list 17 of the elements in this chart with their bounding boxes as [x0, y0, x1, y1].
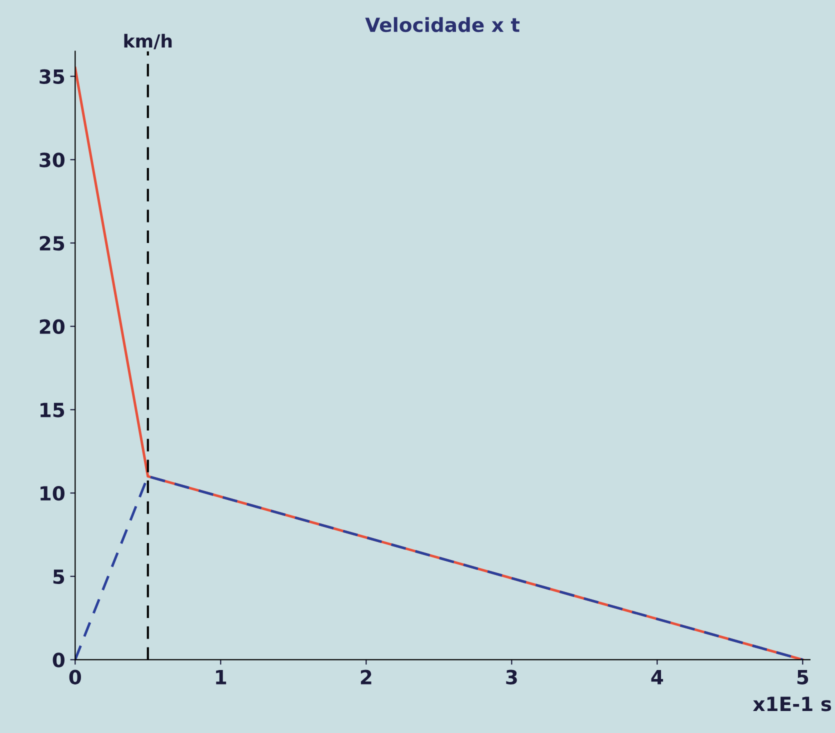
y-tick-label: 10	[40, 486, 64, 501]
y-tick-label: 20	[40, 319, 64, 334]
x-tick-label: 2	[360, 670, 372, 684]
x-tick-label: 4	[651, 670, 664, 684]
y-axis-title: km/h	[124, 34, 172, 50]
chart-title: Velocidade x t	[365, 17, 520, 32]
y-tick-label: 35	[40, 69, 64, 84]
x-axis-title: x1E-1 s	[752, 696, 832, 712]
y-tick-label: 25	[40, 236, 64, 251]
y-tick-label: 5	[53, 570, 64, 584]
y-tick-label: 0	[52, 652, 64, 668]
x-tick-label: 5	[797, 670, 808, 684]
x-tick-label: 1	[216, 670, 226, 684]
y-tick-label: 15	[40, 402, 64, 418]
y-tick-label: 30	[40, 152, 64, 168]
x-tick-label: 0	[69, 670, 81, 684]
x-tick-label: 3	[506, 670, 517, 684]
